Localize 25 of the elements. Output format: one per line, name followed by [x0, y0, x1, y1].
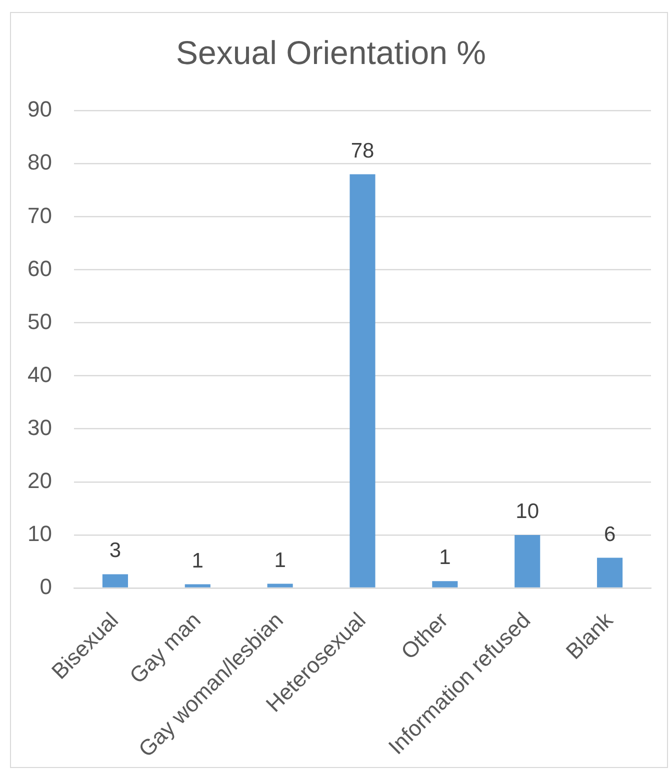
data-label: 1 [192, 549, 204, 572]
bar [267, 584, 293, 588]
y-tick-label: 20 [28, 468, 52, 493]
y-tick-label: 80 [28, 150, 52, 175]
y-tick-label: 0 [40, 574, 52, 600]
data-label: 6 [604, 522, 616, 546]
bar [597, 558, 623, 588]
y-tick-label: 40 [28, 362, 52, 387]
data-label: 10 [516, 500, 540, 523]
bar [102, 574, 128, 588]
data-label: 3 [109, 539, 122, 562]
y-tick-label: 70 [28, 202, 52, 228]
bar [350, 174, 376, 588]
chart-title: Sexual Orientation % [176, 34, 486, 71]
bar [514, 534, 540, 588]
data-label: 1 [439, 546, 451, 570]
y-tick-label: 50 [28, 308, 52, 334]
y-tick-label: 60 [28, 256, 52, 281]
y-tick-label: 10 [28, 521, 52, 546]
data-label: 78 [350, 139, 374, 162]
y-tick-label: 90 [28, 96, 52, 122]
bar [184, 584, 210, 588]
y-tick-label: 30 [28, 414, 52, 440]
bar [432, 581, 458, 588]
data-label: 1 [274, 548, 286, 572]
